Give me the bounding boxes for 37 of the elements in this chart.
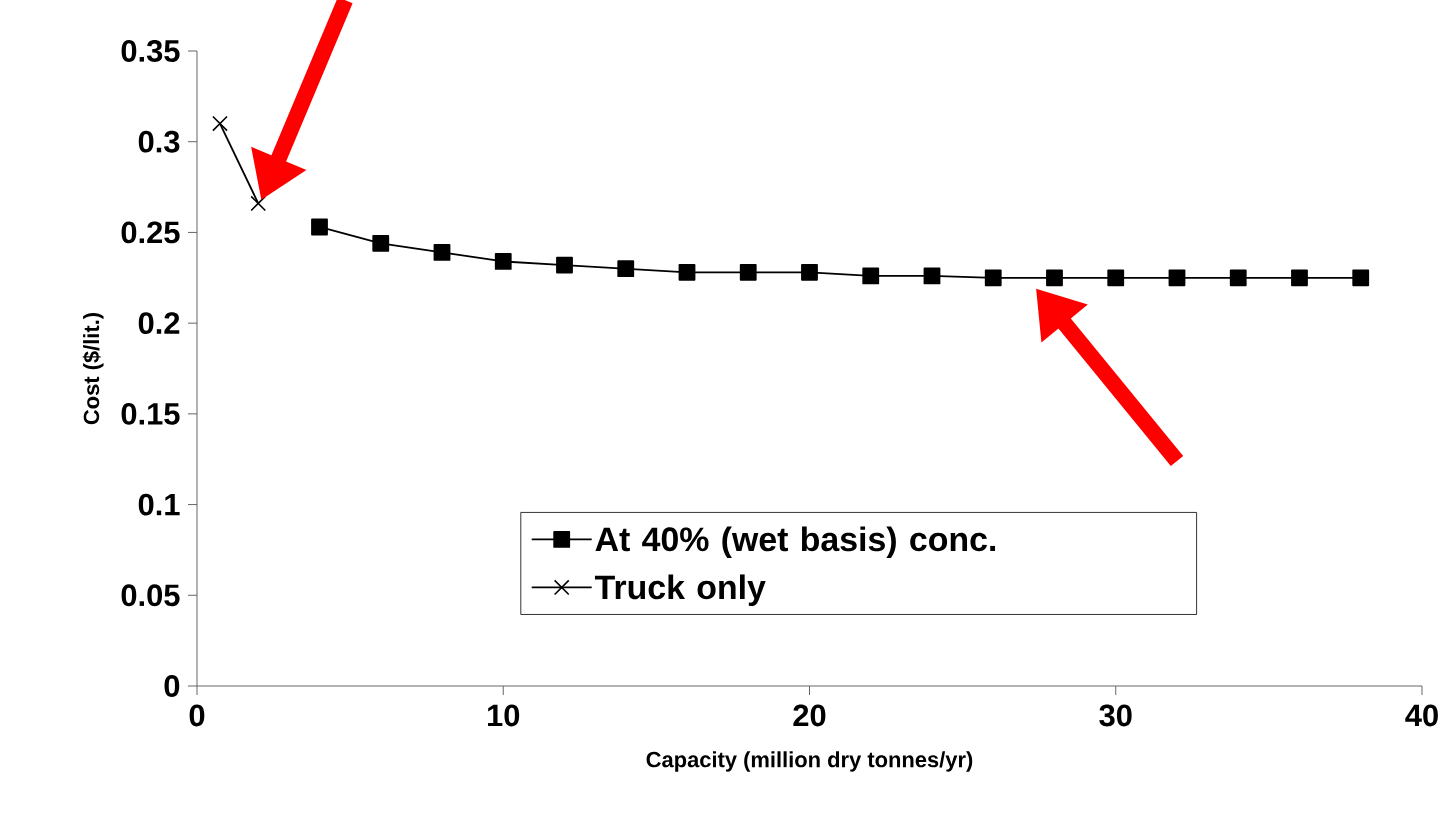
- y-tick-label: 0.1: [138, 493, 180, 516]
- point: [311, 218, 328, 236]
- point: [984, 269, 1002, 287]
- y-tick-label: 0.2: [138, 312, 180, 335]
- x-tick-label: 20: [793, 704, 826, 727]
- point: [739, 263, 757, 281]
- legend-label: At 40% (wet basis) conc.: [595, 526, 996, 558]
- point: [1291, 269, 1308, 287]
- y-tick-label: 0.05: [121, 584, 180, 607]
- y-tick-label: 0.3: [138, 130, 180, 153]
- y-tick-label: 0.35: [121, 40, 180, 62]
- point: [212, 115, 228, 132]
- y-tick-label: 0.15: [121, 402, 180, 425]
- point: [1168, 269, 1186, 287]
- point: [1046, 269, 1063, 287]
- point: [372, 234, 390, 252]
- x-tick-label: 10: [488, 704, 520, 727]
- point: [556, 256, 573, 274]
- point: [1229, 269, 1247, 287]
- x-tick-label: 30: [1099, 704, 1132, 727]
- legend-label: Truck only: [594, 574, 766, 607]
- point: [617, 260, 635, 278]
- point: [494, 253, 512, 270]
- point: [862, 267, 880, 285]
- y-tick-label: 0.25: [121, 221, 180, 244]
- x-tick-label: 0: [189, 704, 205, 727]
- x-axis-title: Capacity (million dry tonnes/yr): [646, 751, 973, 772]
- point: [678, 263, 696, 281]
- y-tick-label: 0: [164, 675, 180, 697]
- point: [801, 263, 818, 281]
- point: [1352, 269, 1370, 287]
- y-axis-title: Cost ($/lit.): [82, 312, 104, 425]
- point: [1107, 269, 1125, 287]
- point: [250, 195, 267, 212]
- x-tick-label: 40: [1405, 704, 1438, 727]
- point: [923, 267, 941, 285]
- point: [433, 243, 451, 261]
